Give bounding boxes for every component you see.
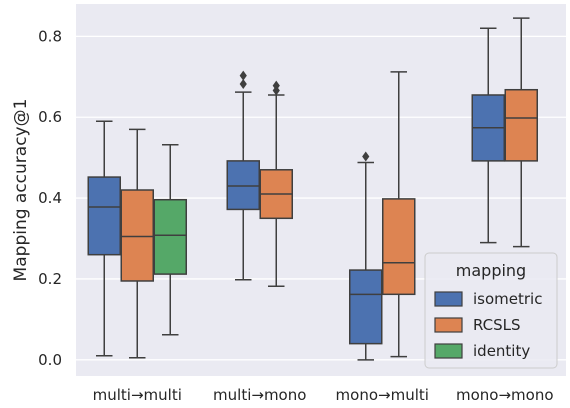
iqr-box [350,270,382,344]
legend-title: mapping [456,261,526,280]
y-axis-label: Mapping accuracy@1 [11,99,31,282]
y-tick-label: 0.4 [38,189,62,207]
legend-swatch-rcsls [435,318,462,332]
iqr-box [383,199,415,294]
iqr-box [88,177,120,255]
x-tick-label: multi→mono [213,386,306,404]
legend: mapping isometric RCSLS identity [425,253,557,368]
y-tick-label: 0.6 [38,108,62,126]
legend-label-isometric: isometric [473,290,542,308]
legend-label-rcsls: RCSLS [473,316,521,334]
y-tick-label: 0.0 [38,351,62,369]
legend-swatch-identity [435,344,462,358]
x-tick-label: multi→multi [93,386,182,404]
iqr-box [227,161,259,210]
y-tick-labels: 0.0 0.2 0.4 0.6 0.8 [38,27,62,368]
x-tick-label: mono→mono [456,386,554,404]
iqr-box [154,200,186,274]
legend-swatch-isometric [435,292,462,306]
y-tick-label: 0.8 [38,27,62,45]
x-tick-label: mono→multi [336,386,429,404]
legend-label-identity: identity [473,342,530,360]
y-tick-label: 0.2 [38,270,62,288]
x-tick-labels: multi→multi multi→mono mono→multi mono→mono [93,386,554,404]
iqr-box [121,190,153,281]
iqr-box [505,90,537,161]
